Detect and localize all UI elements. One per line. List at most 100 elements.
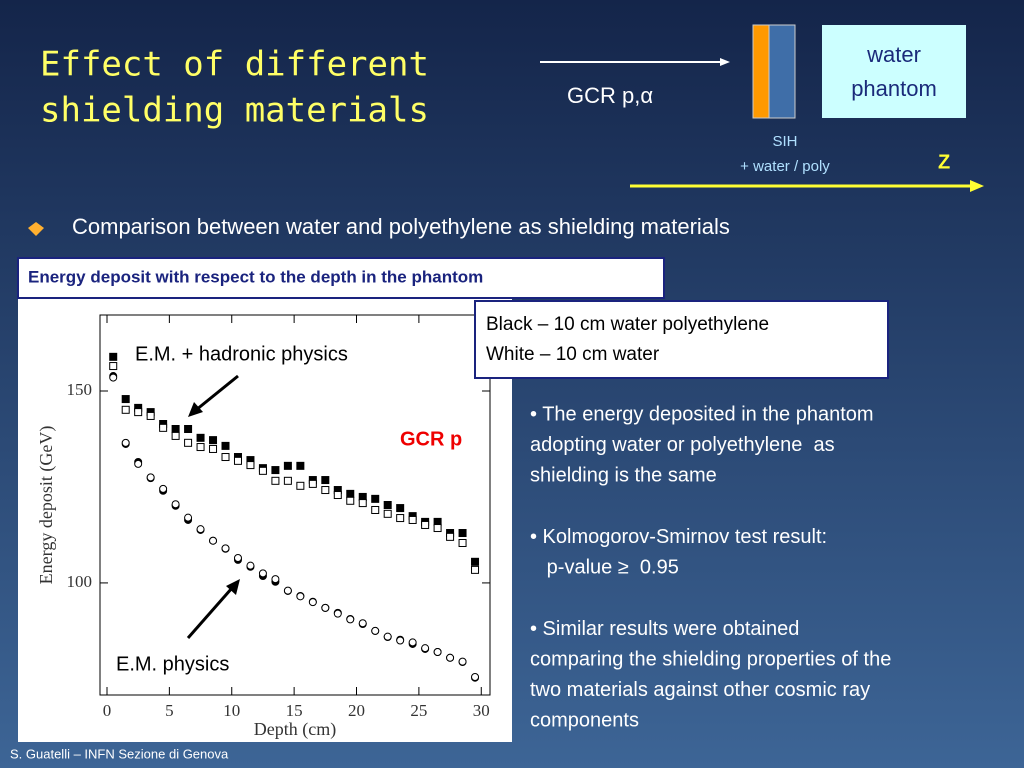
legend-box [474,300,889,379]
data-point [221,544,230,553]
data-point [321,476,330,485]
phantom-box [822,25,966,118]
bullet-icon [28,222,44,236]
data-point [271,575,280,584]
phantom-label: phantom [851,76,937,101]
footer: S. Guatelli – INFN Sezione di Genova [10,746,229,761]
y-axis-label: Energy deposit (GeV) [36,426,57,585]
data-point [446,653,455,662]
data-point [471,672,480,681]
data-point [196,433,205,442]
data-point [333,609,342,618]
data-point [371,626,380,635]
data-point [458,529,467,538]
data-point [296,481,305,490]
data-point [171,431,180,440]
data-point [184,438,193,447]
data-point [146,473,155,482]
x-tick-label: 25 [410,701,427,720]
data-point [296,592,305,601]
data-point [458,539,467,547]
legend-entry: Black – 10 cm water polyethylene [486,314,769,335]
data-point [283,476,292,485]
data-point [246,461,255,470]
data-point [346,489,355,498]
z-axis-head [970,180,984,192]
legend-entry: White – 10 cm water [486,344,660,365]
data-point [159,484,168,493]
plot: 0 5 10 15 20 25 30 100 150 Depth (cm) Energy depos… [36,314,491,740]
data-point [221,441,230,450]
point-text: comparing the shielding properties of th… [530,648,891,670]
data-point [321,486,330,495]
data-point [134,408,143,417]
data-point [258,466,267,475]
bullet-text: Comparison between water and polyethylen… [72,214,730,239]
data-point [471,565,480,574]
point-text: • The energy deposited in the phantom [530,403,874,425]
box-title: Energy deposit with respect to the depth… [28,267,483,286]
annotation: E.M. physics [116,653,229,675]
data-point [209,436,218,445]
shield-label: + water / poly [740,158,830,175]
data-point [209,444,218,453]
phantom-label: water [866,42,921,67]
data-point [433,524,442,533]
data-point [408,638,417,647]
data-point [396,504,405,513]
data-point [421,520,430,529]
data-point [159,423,168,432]
data-point [321,603,330,612]
x-tick-label: 10 [223,701,240,720]
title: Effect of different [40,45,429,85]
data-point [109,352,118,361]
data-point [358,619,367,628]
data-point [308,479,317,488]
data-point [346,615,355,624]
data-point [196,443,205,452]
y-tick-label: 150 [67,380,93,399]
point-text: • Kolmogorov-Smirnov test result: [530,526,827,548]
data-point [121,405,130,414]
data-point [121,395,130,404]
annotation: E.M. + hadronic physics [135,343,348,365]
data-point [283,586,292,595]
x-tick-label: 20 [348,701,365,720]
data-point [271,466,280,475]
point-text: adopting water or polyethylene as [530,434,835,456]
x-tick-label: 15 [286,701,303,720]
point-text: • Similar results were obtained [530,618,799,640]
data-point [246,561,255,570]
y-tick-label: 100 [67,572,93,591]
data-point [333,491,342,500]
data-point [184,513,193,522]
data-point [383,509,392,518]
data-point [184,425,193,433]
data-point [171,500,180,509]
data-point [346,496,355,505]
beam-arrow-head [720,58,730,66]
data-point [471,557,480,566]
data-point [271,476,280,485]
annotation: GCR p [400,428,462,450]
data-point [233,456,242,465]
data-point [109,362,118,371]
data-point [446,532,455,541]
data-point [458,657,467,666]
data-point [233,553,242,562]
data-point [283,461,292,470]
box-title-frame [17,257,665,299]
data-point [109,373,118,382]
x-tick-label: 30 [473,701,490,720]
x-tick-label: 5 [165,701,174,720]
data-point [134,459,143,468]
data-point [408,515,417,524]
annotation-arrow [186,587,234,639]
data-point [196,525,205,534]
data-point [358,499,367,508]
beam-label: GCR p,α [567,83,653,108]
point-text: components [530,709,639,731]
z-label: Z [938,151,950,173]
data-point [209,536,218,545]
data-point [383,501,392,509]
